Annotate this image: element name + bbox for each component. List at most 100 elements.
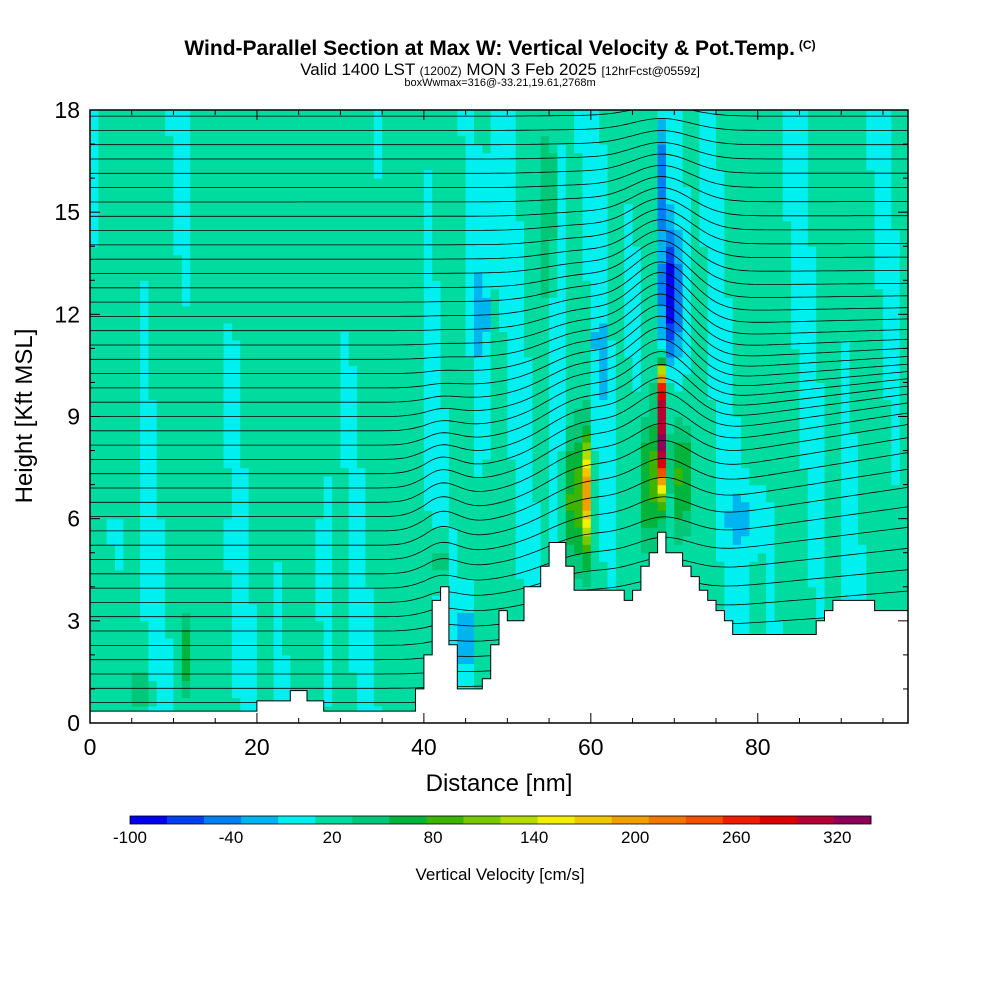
velocity-cell [223,271,233,281]
velocity-cell [649,144,659,154]
velocity-cell [198,339,208,349]
velocity-cell [231,288,241,298]
velocity-cell [615,399,625,409]
velocity-cell [373,552,383,562]
velocity-cell [382,442,392,452]
velocity-cell [540,399,550,409]
velocity-cell [490,578,500,588]
velocity-cell [215,195,225,205]
velocity-cell [407,288,417,298]
velocity-cell [307,450,316,460]
velocity-cell [515,229,525,239]
velocity-cell [106,220,116,230]
velocity-cell [649,229,659,239]
velocity-cell [524,501,533,511]
velocity-cell [332,493,342,503]
velocity-cell [90,118,99,128]
velocity-cell [123,390,133,401]
velocity-cell [323,442,333,452]
velocity-cell [398,288,408,298]
velocity-cell [574,169,584,179]
velocity-cell [490,467,500,477]
velocity-cell [156,680,166,690]
velocity-cell [649,450,659,460]
velocity-cell [123,178,133,188]
velocity-cell [123,365,133,375]
velocity-cell [599,527,609,537]
velocity-cell [398,195,408,205]
velocity-cell [148,697,158,707]
velocity-cell [206,331,216,341]
velocity-cell [657,339,667,349]
velocity-cell [615,186,625,196]
velocity-cell [607,195,617,205]
velocity-cell [490,331,500,341]
velocity-cell [565,348,575,358]
velocity-cell [423,646,433,656]
velocity-cell [490,271,500,281]
velocity-cell [215,288,225,298]
velocity-cell [465,110,475,120]
velocity-cell [190,697,200,707]
velocity-cell [465,322,475,332]
velocity-cell [131,246,141,256]
velocity-cell [332,416,342,426]
velocity-cell [90,552,99,562]
velocity-cell [524,518,533,528]
velocity-cell [549,476,559,486]
velocity-cell [407,620,417,630]
velocity-cell [115,178,124,188]
velocity-cell [357,510,367,520]
velocity-cell [173,578,183,588]
velocity-cell [448,484,458,494]
velocity-cell [465,595,475,605]
velocity-cell [156,203,166,213]
velocity-cell [198,178,208,188]
velocity-cell [382,127,392,137]
velocity-cell [515,535,525,545]
velocity-cell [632,527,642,537]
velocity-cell [423,382,433,392]
velocity-cell [323,476,333,486]
velocity-cell [131,127,141,137]
velocity-cell [123,118,133,128]
velocity-cell [440,229,450,239]
velocity-cell [248,161,258,171]
velocity-cell [398,110,408,120]
velocity-cell [281,595,291,605]
velocity-cell [599,220,609,230]
velocity-cell [382,280,392,290]
velocity-cell [432,459,442,469]
velocity-cell [98,705,108,716]
velocity-cell [465,382,475,392]
velocity-cell [215,544,225,554]
velocity-cell [206,629,216,639]
velocity-cell [273,586,283,596]
velocity-cell [657,280,667,290]
velocity-cell [640,510,650,520]
velocity-cell [524,348,533,358]
velocity-cell [156,450,166,460]
velocity-cell [590,271,600,281]
velocity-cell [465,237,475,247]
velocity-cell [524,271,533,281]
velocity-cell [90,110,99,120]
velocity-cell [298,169,308,179]
velocity-cell [173,586,183,596]
velocity-cell [115,280,124,290]
velocity-cell [307,305,316,315]
velocity-cell [265,161,275,171]
velocity-cell [240,356,250,367]
velocity-cell [206,552,216,562]
velocity-cell [365,203,375,213]
velocity-cell [365,237,375,247]
velocity-cell [515,501,525,511]
velocity-cell [115,339,124,349]
velocity-cell [123,382,133,392]
velocity-cell [590,280,600,290]
velocity-cell [599,561,609,571]
velocity-cell [557,433,567,443]
velocity-cell [190,169,200,179]
velocity-cell [624,331,634,341]
velocity-cell [223,552,233,562]
